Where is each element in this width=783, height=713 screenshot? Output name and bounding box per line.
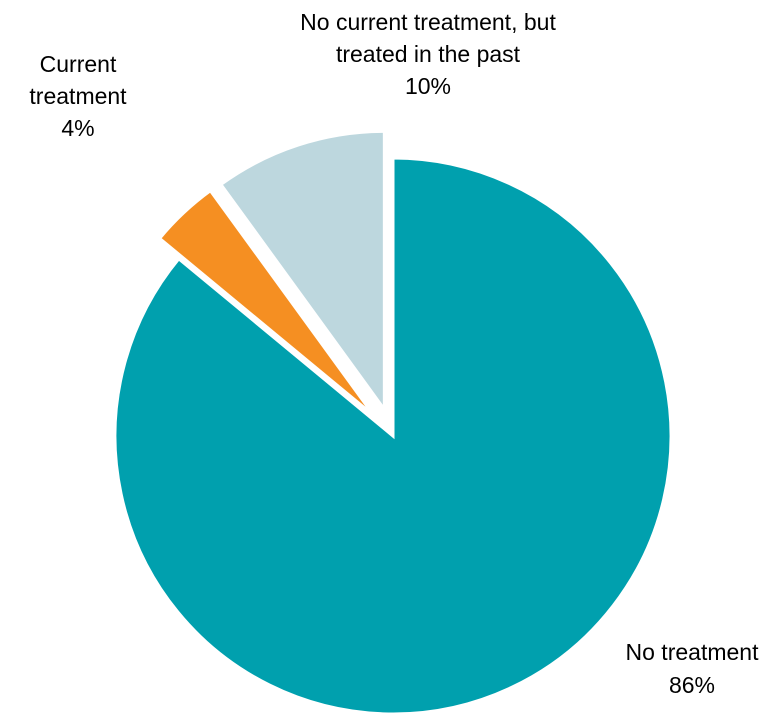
slice-value-label: 86%: [669, 672, 715, 698]
slice-value-label: 4%: [61, 115, 94, 141]
slice-category-label: Current: [40, 51, 117, 77]
slice-label-no-treatment: No treatment 86%: [626, 639, 760, 698]
pie-slices: [113, 129, 673, 713]
pie-slice-no-treatment: [113, 156, 673, 713]
slice-category-label: treatment: [29, 83, 127, 109]
slice-category-label: treated in the past: [336, 41, 521, 67]
slice-labels: No treatment 86% Current treatment 4% No curr…: [29, 9, 759, 698]
slice-category-label: No current treatment, but: [300, 9, 556, 35]
slice-label-current-treatment: Current treatment 4%: [29, 51, 127, 141]
pie-slice-current-treatment: [157, 188, 376, 417]
slice-label-no-current-treatment-but-treated-in-the-past: No current treatment, but treated in the …: [300, 9, 556, 99]
pie-slice-no-current-treatment-but-treated-in-the-past: [218, 129, 386, 414]
slice-category-label: No treatment: [626, 639, 760, 665]
slice-value-label: 10%: [405, 73, 451, 99]
